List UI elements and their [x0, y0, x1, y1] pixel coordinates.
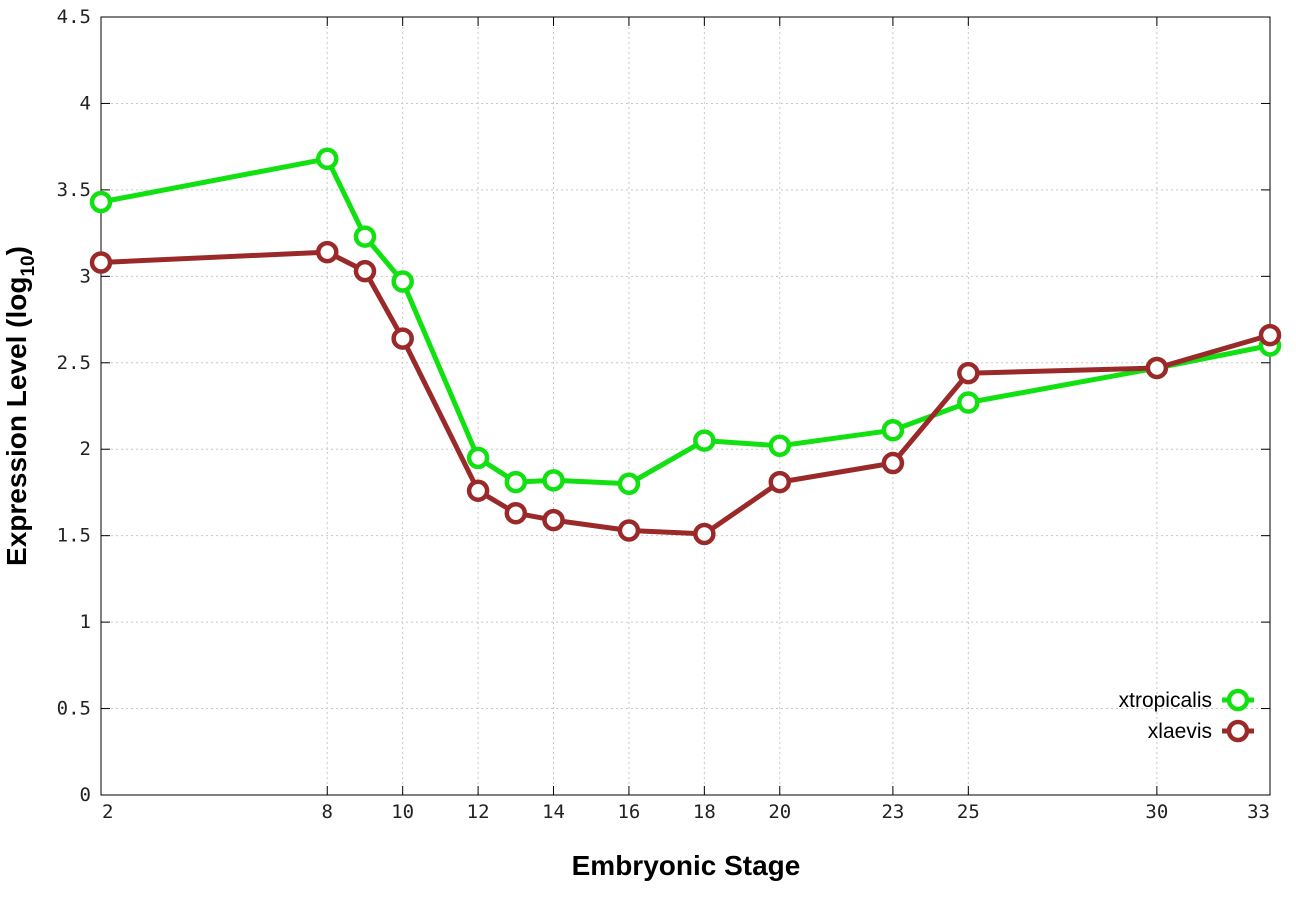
- x-tick-label: 8: [322, 801, 333, 823]
- data-point-xlaevis: [504, 501, 528, 525]
- data-point-xtropicalis: [316, 147, 339, 171]
- series-xlaevis: [89, 240, 1282, 546]
- data-point-xtropicalis: [466, 446, 490, 470]
- legend-label-xtropicalis: xtropicalis: [1119, 689, 1212, 712]
- data-point-xtropicalis: [768, 434, 792, 458]
- x-tick-label: 18: [693, 801, 716, 823]
- data-point-xlaevis: [957, 361, 980, 385]
- series-layer: [89, 147, 1282, 546]
- legend: xtropicalis xlaevis: [1119, 688, 1254, 743]
- y-tick-label: 3.5: [57, 179, 91, 201]
- x-axis-title: Embryonic Stage: [572, 850, 801, 881]
- y-tick-label: 2: [80, 438, 91, 460]
- series-line-xlaevis: [100, 249, 1271, 537]
- x-tick-label: 2: [102, 801, 113, 823]
- grid-lines: [101, 17, 1270, 795]
- y-axis-title-subscript: 10: [18, 255, 39, 276]
- y-tick-label: 4: [80, 92, 91, 114]
- x-tick-label: 25: [957, 801, 980, 823]
- y-axis-title: Expression Level (log10): [1, 246, 39, 566]
- data-point-xlaevis: [617, 519, 641, 542]
- x-tick-label: 23: [881, 801, 904, 823]
- data-point-xlaevis: [316, 240, 339, 264]
- x-tick-label: 14: [542, 801, 565, 823]
- y-tick-label: 1.5: [57, 525, 91, 547]
- legend-label-xlaevis: xlaevis: [1148, 720, 1212, 743]
- x-tick-label: 30: [1145, 801, 1168, 823]
- y-tick-label: 2.5: [57, 352, 91, 374]
- data-point-xlaevis: [1145, 356, 1169, 380]
- y-tick-label: 0: [80, 784, 91, 806]
- x-tick-label: 20: [768, 801, 791, 823]
- data-point-xtropicalis: [542, 469, 565, 492]
- series-xtropicalis: [89, 147, 1282, 496]
- data-point-xlaevis: [1258, 323, 1282, 347]
- data-point-xtropicalis: [391, 270, 414, 293]
- x-tick-label: 12: [467, 801, 490, 823]
- y-axis-title-close: ): [1, 246, 32, 255]
- legend-marker-xlaevis: [1226, 719, 1250, 743]
- x-tick-label: 10: [391, 801, 414, 823]
- data-point-xlaevis: [768, 470, 792, 494]
- y-tick-label: 0.5: [57, 698, 91, 720]
- data-point-xtropicalis: [693, 429, 716, 452]
- legend-marker-xtropicalis: [1226, 688, 1250, 712]
- x-tick-label: 16: [617, 801, 640, 823]
- data-point-xtropicalis: [617, 472, 641, 496]
- y-tick-label: 1: [80, 611, 91, 633]
- data-point-xtropicalis: [504, 470, 528, 494]
- data-point-xlaevis: [542, 508, 565, 532]
- data-point-xlaevis: [391, 327, 414, 350]
- series-line-xtropicalis: [100, 156, 1271, 487]
- y-tick-label: 4.5: [57, 6, 91, 28]
- data-point-xtropicalis: [89, 190, 113, 214]
- data-point-xlaevis: [353, 259, 377, 283]
- data-point-xlaevis: [693, 522, 716, 546]
- plot-frame: [100, 16, 1271, 796]
- data-point-xtropicalis: [353, 225, 377, 248]
- data-point-xtropicalis: [957, 391, 980, 414]
- data-point-xlaevis: [466, 479, 490, 502]
- data-point-xlaevis: [881, 451, 905, 475]
- axis-ticks: 0 0.5 1 1.5 2 2.5 3 3.5 4 4.5 2 8 10 12 14 16 18 20 23 25 30…: [57, 6, 1271, 823]
- x-tick-label: 33: [1247, 801, 1270, 823]
- data-point-xlaevis: [89, 251, 113, 274]
- y-axis-title-main: Expression Level (log: [1, 277, 32, 566]
- y-tick-label: 3: [80, 265, 91, 287]
- data-point-xtropicalis: [881, 418, 905, 442]
